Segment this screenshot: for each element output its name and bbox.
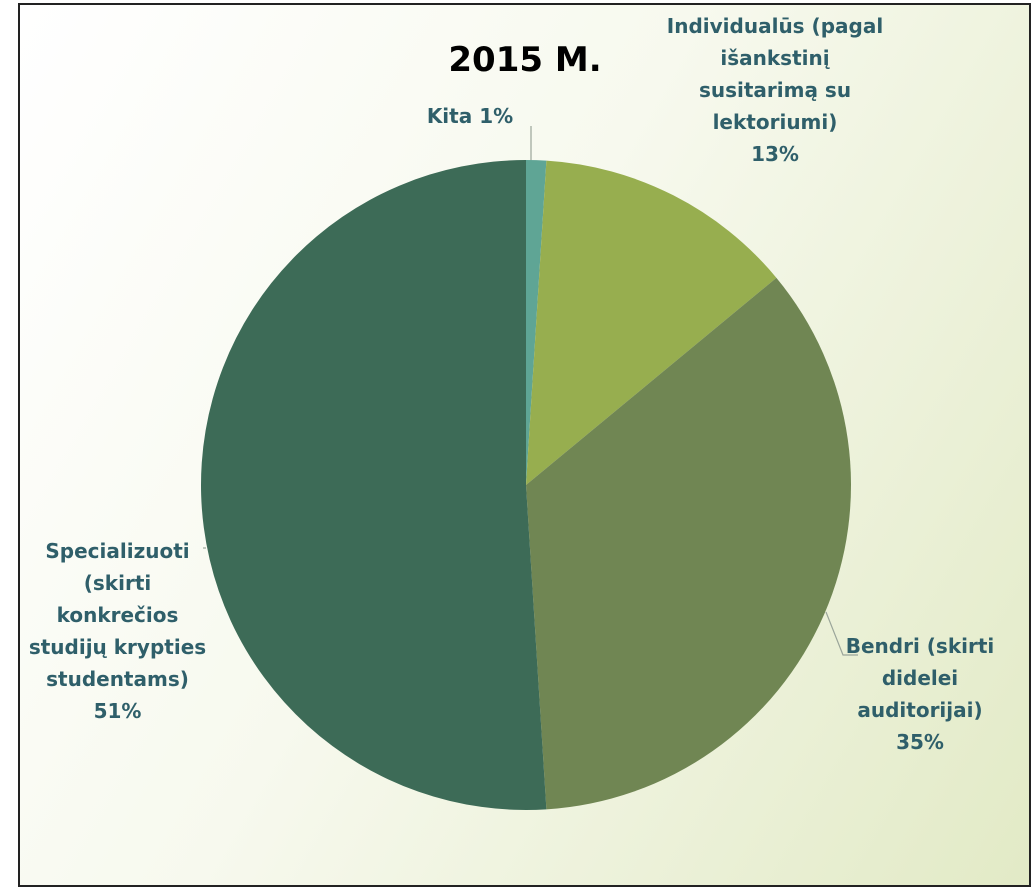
leader-lines <box>203 126 858 656</box>
pie-slice <box>526 160 547 485</box>
value-label: 1% <box>479 104 514 128</box>
value-label: 13% <box>751 142 799 166</box>
category-label: Individualūs (pagal išankstinį susitarim… <box>666 14 884 134</box>
category-label: Bendri (skirti didelei auditorijai) <box>845 634 995 722</box>
pie-slice <box>526 160 777 486</box>
category-label: Specializuoti (skirti konkrečios studijų… <box>28 539 207 691</box>
data-label: Kita 1% <box>410 100 530 132</box>
data-label: Individualūs (pagal išankstinį susitarim… <box>660 10 890 170</box>
category-label: Kita <box>426 104 473 128</box>
data-label: Specializuoti (skirti konkrečios studijų… <box>20 535 215 727</box>
value-label: 35% <box>896 730 944 754</box>
data-label: Bendri (skirti didelei auditorijai) 35% <box>820 630 1020 758</box>
pie-slice <box>526 277 852 810</box>
chart-title: 2015 M. <box>448 40 602 80</box>
pie-slice <box>201 160 547 810</box>
leader-line <box>825 611 858 656</box>
value-label: 51% <box>93 699 142 723</box>
